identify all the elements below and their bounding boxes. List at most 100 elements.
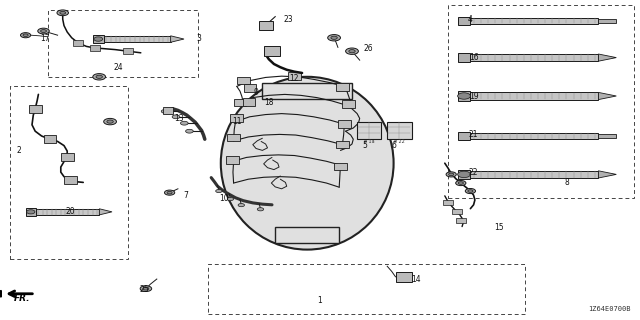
Bar [470,92,598,100]
Bar [288,72,301,80]
Bar [73,40,83,46]
Circle shape [20,33,31,38]
Text: ø 22: ø 22 [394,139,404,144]
Text: 5: 5 [362,141,367,150]
Bar [48,10,198,77]
Bar [93,35,104,43]
Circle shape [349,50,355,53]
Bar [61,153,74,161]
Bar [44,135,56,143]
Bar [470,18,598,24]
Bar [275,227,339,243]
Circle shape [57,10,68,16]
Bar [357,122,381,139]
Text: 8: 8 [564,178,569,187]
Bar [336,83,349,91]
Bar [458,17,470,25]
Circle shape [41,30,47,33]
Polygon shape [598,54,616,61]
Text: 16: 16 [468,53,479,62]
Bar [64,176,77,184]
Bar [259,21,273,30]
Circle shape [93,74,106,80]
Circle shape [172,115,180,119]
Bar [226,156,239,164]
Circle shape [458,182,463,184]
Bar [123,48,133,54]
Bar [458,132,470,140]
Circle shape [331,36,337,39]
Bar [234,99,246,106]
Bar [470,171,598,178]
Polygon shape [0,291,1,297]
Bar [458,170,470,179]
Text: ø 1a: ø 1a [364,139,374,144]
Text: 13: 13 [174,114,184,123]
Bar [26,208,36,216]
Circle shape [164,190,175,195]
Bar [243,98,255,106]
Text: 25: 25 [139,285,149,294]
Bar [458,91,470,101]
Bar [452,209,462,214]
Text: FR.: FR. [14,294,31,303]
Circle shape [446,172,456,177]
Circle shape [458,171,470,178]
Circle shape [456,180,466,186]
Circle shape [449,173,454,176]
Bar [458,53,470,62]
Text: 6: 6 [391,141,396,150]
Text: 26: 26 [363,44,373,52]
Ellipse shape [221,77,394,250]
Bar [237,77,250,84]
Circle shape [107,120,113,123]
Circle shape [60,12,65,14]
Circle shape [94,37,102,41]
Circle shape [227,197,234,201]
Bar [227,134,240,141]
Bar [29,105,42,113]
Bar [104,36,171,43]
Circle shape [257,208,264,211]
Text: 24: 24 [113,63,124,72]
Bar [598,19,616,23]
Circle shape [143,287,149,290]
Bar [36,209,99,215]
Polygon shape [598,92,616,100]
Text: 9: 9 [253,88,259,97]
Text: 21: 21 [469,130,478,139]
Text: 7: 7 [183,191,188,200]
Circle shape [140,286,152,292]
Bar [598,134,616,138]
Bar [264,46,280,56]
Text: 10: 10 [219,194,229,203]
Text: 2: 2 [17,146,22,155]
Circle shape [238,204,244,207]
Bar [336,141,349,148]
Circle shape [180,121,188,125]
Bar [342,100,355,108]
Text: 15: 15 [494,223,504,232]
Text: 17: 17 [40,34,50,43]
Text: 1Z64E0700B: 1Z64E0700B [588,306,630,312]
Text: 3: 3 [196,34,201,43]
Text: 12: 12 [290,74,299,83]
Circle shape [465,188,476,194]
Circle shape [458,93,470,99]
Circle shape [216,189,222,193]
Circle shape [96,75,102,78]
Polygon shape [99,209,112,215]
Text: 19: 19 [468,92,479,100]
Bar [387,122,412,139]
Bar [443,200,453,205]
Circle shape [468,190,473,192]
Text: 23: 23 [283,15,293,24]
Circle shape [346,48,358,54]
Bar [230,114,243,122]
Bar [244,84,256,92]
Bar [456,218,466,223]
Bar [262,83,352,99]
Bar [470,54,598,61]
Bar [163,107,173,114]
Bar [334,163,347,170]
